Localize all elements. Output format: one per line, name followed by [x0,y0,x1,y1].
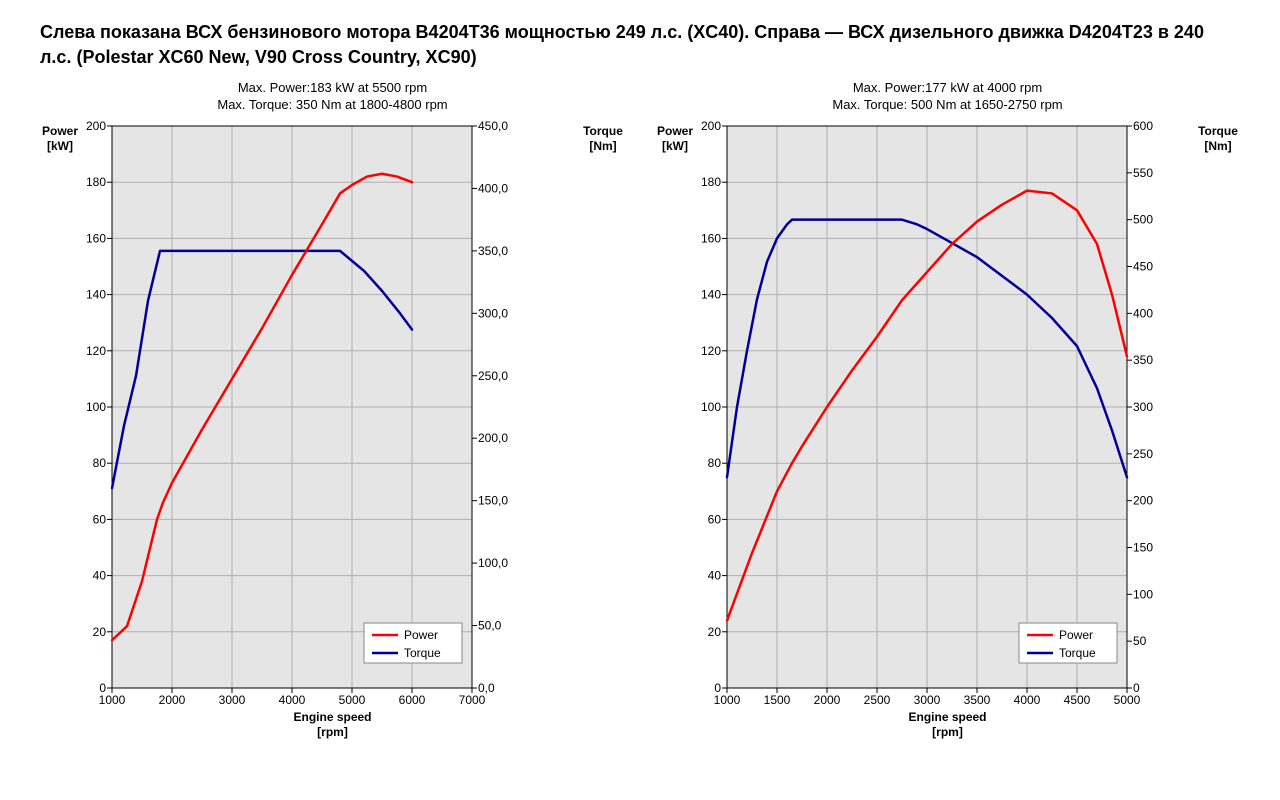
svg-text:4000: 4000 [279,693,306,707]
page-title: Слева показана ВСХ бензинового мотора B4… [40,20,1240,70]
svg-text:50,0: 50,0 [478,619,502,633]
svg-text:Power: Power [404,628,438,642]
svg-text:140: 140 [86,288,106,302]
svg-text:3000: 3000 [219,693,246,707]
svg-text:4000: 4000 [1014,693,1041,707]
svg-text:140: 140 [701,288,721,302]
left-ylabel-right: Torque [Nm] [581,120,625,710]
svg-text:400: 400 [1133,306,1153,320]
svg-text:250: 250 [1133,447,1153,461]
svg-text:200: 200 [701,120,721,133]
svg-text:120: 120 [86,344,106,358]
right-chart-header: Max. Power:177 kW at 4000 rpm Max. Torqu… [655,80,1240,114]
svg-text:200,0: 200,0 [478,431,508,445]
svg-text:200: 200 [1133,494,1153,508]
svg-text:5000: 5000 [339,693,366,707]
svg-text:350,0: 350,0 [478,244,508,258]
svg-text:2000: 2000 [159,693,186,707]
svg-text:60: 60 [93,513,107,527]
svg-text:3500: 3500 [964,693,991,707]
svg-text:5000: 5000 [1114,693,1141,707]
svg-text:600: 600 [1133,120,1153,133]
svg-text:1000: 1000 [99,693,126,707]
svg-text:180: 180 [701,175,721,189]
left-chart-header: Max. Power:183 kW at 5500 rpm Max. Torqu… [40,80,625,114]
svg-text:80: 80 [93,456,107,470]
right-chart: Max. Power:177 kW at 4000 rpm Max. Torqu… [655,80,1240,739]
svg-text:150: 150 [1133,541,1153,555]
svg-text:7000: 7000 [459,693,486,707]
right-xlabel: Engine speed [rpm] [655,710,1240,739]
svg-text:0: 0 [1133,681,1140,695]
right-plot-svg: 1000150020002500300035004000450050000204… [695,120,1165,710]
svg-text:160: 160 [701,232,721,246]
svg-text:0,0: 0,0 [478,681,495,695]
svg-text:120: 120 [701,344,721,358]
svg-text:0: 0 [99,681,106,695]
svg-text:4500: 4500 [1064,693,1091,707]
charts-row: Max. Power:183 kW at 5500 rpm Max. Torqu… [40,80,1240,739]
svg-text:100: 100 [86,400,106,414]
svg-text:400,0: 400,0 [478,182,508,196]
svg-text:80: 80 [708,456,722,470]
svg-text:180: 180 [86,175,106,189]
svg-text:60: 60 [708,513,722,527]
svg-text:50: 50 [1133,634,1147,648]
right-ylabel-right: Torque [Nm] [1196,120,1240,710]
left-chart: Max. Power:183 kW at 5500 rpm Max. Torqu… [40,80,625,739]
svg-text:100: 100 [1133,587,1153,601]
left-header-line2: Max. Torque: 350 Nm at 1800-4800 rpm [40,97,625,114]
svg-text:450: 450 [1133,260,1153,274]
svg-text:350: 350 [1133,353,1153,367]
svg-text:Power: Power [1059,628,1093,642]
svg-text:6000: 6000 [399,693,426,707]
svg-text:250,0: 250,0 [478,369,508,383]
svg-text:160: 160 [86,232,106,246]
right-ylabel-left: Power [kW] [655,120,695,710]
left-ylabel-left: Power [kW] [40,120,80,710]
left-xlabel: Engine speed [rpm] [40,710,625,739]
svg-text:1000: 1000 [714,693,741,707]
svg-text:40: 40 [708,569,722,583]
svg-text:300: 300 [1133,400,1153,414]
svg-text:500: 500 [1133,213,1153,227]
svg-text:550: 550 [1133,166,1153,180]
svg-text:20: 20 [93,625,107,639]
left-plot-svg: 1000 2000 3000 4000 5000 6000 7000 0 20 40 60 80 100… [80,120,510,710]
svg-text:0: 0 [714,681,721,695]
svg-text:200: 200 [86,120,106,133]
svg-text:Torque: Torque [1059,646,1096,660]
svg-text:1500: 1500 [764,693,791,707]
svg-text:40: 40 [93,569,107,583]
svg-text:2000: 2000 [814,693,841,707]
left-header-line1: Max. Power:183 kW at 5500 rpm [40,80,625,97]
svg-text:150,0: 150,0 [478,494,508,508]
svg-text:2500: 2500 [864,693,891,707]
svg-text:100,0: 100,0 [478,556,508,570]
svg-text:300,0: 300,0 [478,306,508,320]
svg-text:20: 20 [708,625,722,639]
svg-text:100: 100 [701,400,721,414]
svg-text:450,0: 450,0 [478,120,508,133]
svg-text:3000: 3000 [914,693,941,707]
svg-text:Torque: Torque [404,646,441,660]
right-header-line1: Max. Power:177 kW at 4000 rpm [655,80,1240,97]
right-header-line2: Max. Torque: 500 Nm at 1650-2750 rpm [655,97,1240,114]
